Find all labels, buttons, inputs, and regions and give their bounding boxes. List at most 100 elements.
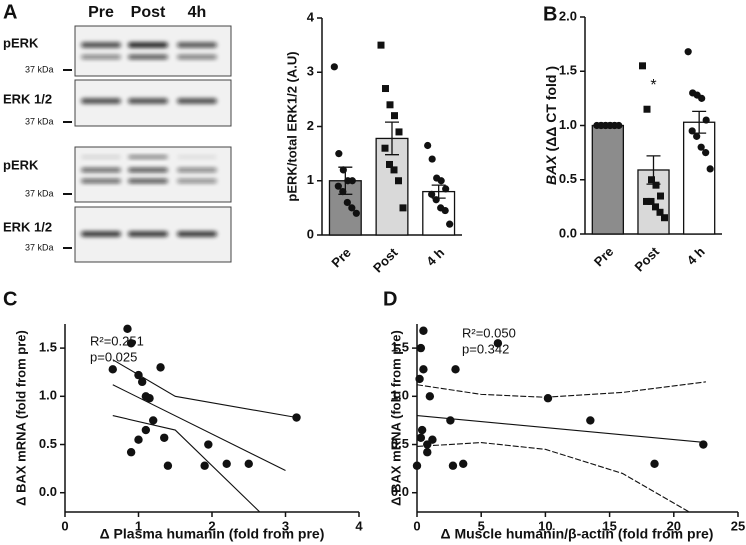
x-axis-label: Δ Plasma humanin (fold from pre): [100, 526, 325, 542]
blot-band: [128, 98, 168, 104]
data-point: [137, 377, 147, 387]
data-point: [204, 440, 213, 449]
data-point: [126, 339, 136, 348]
blot-band: [81, 231, 121, 237]
x-tick-label: Pre: [591, 244, 616, 269]
y-tick-label: 1.5: [39, 340, 57, 355]
y-tick-label: 4: [307, 9, 315, 24]
data-point: [437, 177, 445, 185]
data-point: [123, 324, 132, 334]
data-point: [702, 116, 710, 124]
blot-band: [81, 98, 121, 104]
data-point: [428, 435, 437, 444]
data-point: [339, 166, 347, 174]
blot-band: [177, 179, 217, 183]
y-tick-label: 1.0: [39, 388, 57, 403]
data-point: [343, 198, 351, 207]
data-point: [702, 149, 710, 157]
y-tick-label: 1.5: [391, 340, 409, 355]
data-point: [648, 176, 655, 184]
data-point: [145, 394, 154, 403]
blot-frame: [74, 146, 232, 203]
y-tick-label: 0.0: [559, 225, 577, 240]
blot-band: [177, 168, 217, 172]
data-point: [650, 459, 659, 468]
y-tick-label: 1.0: [559, 117, 577, 132]
data-point: [451, 365, 460, 374]
lane-label: 4h: [188, 4, 207, 21]
marker-label: 37 kDa: [25, 64, 54, 74]
bar: [682, 121, 716, 235]
y-tick-label: 1.5: [559, 63, 577, 78]
y-tick-label: 0: [307, 226, 314, 241]
x-tick-label: 4: [355, 518, 363, 533]
error-bar: [385, 121, 399, 156]
x-tick-label: Post: [632, 243, 663, 274]
data-point: [657, 192, 664, 200]
data-point: [698, 94, 706, 102]
data-point: [699, 440, 708, 449]
x-tick-label: 5: [478, 518, 485, 533]
x-tick-label: 2: [208, 518, 215, 533]
data-point: [390, 166, 398, 174]
x-tick-label: 3: [282, 518, 289, 533]
lane-label: Pre: [88, 4, 114, 21]
y-axis-label: BAX (ΔΔ CT fold ): [543, 66, 559, 185]
y-tick-label: 1: [307, 172, 314, 187]
y-tick-label: 0.0: [39, 484, 57, 499]
data-point: [108, 365, 117, 374]
stat-annotation: R²=0.251: [90, 333, 144, 348]
y-tick-label: 1.0: [391, 388, 409, 403]
x-tick-label: Pre: [328, 245, 353, 270]
data-point: [693, 132, 701, 140]
data-point: [386, 160, 393, 168]
x-tick-label: 1: [135, 518, 142, 533]
data-point: [706, 165, 714, 173]
y-axis-label-gene: BAX: [543, 154, 559, 185]
data-point: [292, 413, 301, 422]
western-blot: A Pre Post 4h pERK 37 kDa ERK 1/2 37 kDa pERK 37…: [3, 1, 232, 263]
data-point: [442, 185, 450, 193]
panel-label: C: [3, 288, 17, 310]
data-point: [586, 416, 595, 425]
data-point: [639, 62, 646, 70]
marker-label: 37 kDa: [25, 188, 54, 198]
data-point: [156, 363, 165, 372]
data-point: [348, 204, 356, 212]
data-point: [399, 204, 407, 212]
data-point: [432, 196, 440, 204]
data-point: [339, 188, 347, 196]
stat-annotation: p=0.025: [90, 349, 137, 364]
data-point: [382, 85, 389, 93]
y-tick-label: 0.5: [39, 436, 57, 451]
data-point: [684, 48, 692, 56]
lane-label: Post: [131, 4, 166, 21]
row-label: ERK 1/2: [3, 91, 52, 106]
x-tick-label: 10: [538, 518, 552, 533]
x-tick-label: 4 h: [423, 245, 447, 269]
blot-band: [81, 155, 121, 159]
data-point: [163, 461, 173, 470]
data-point: [381, 144, 389, 152]
data-point: [428, 155, 436, 163]
data-point: [160, 433, 169, 442]
data-point: [419, 365, 428, 374]
data-point: [334, 182, 342, 190]
data-point: [244, 459, 253, 468]
x-tick-label: Post: [370, 244, 401, 275]
x-tick-label: 15: [602, 518, 616, 533]
blot-band: [81, 168, 121, 172]
data-point: [652, 181, 660, 189]
y-axis-label-unit: (ΔΔ CT fold ): [543, 66, 559, 151]
data-point: [425, 392, 435, 401]
blot-band: [177, 231, 217, 237]
data-point: [335, 150, 343, 158]
data-point: [149, 416, 158, 425]
data-point: [688, 127, 696, 135]
y-tick-label: 2.0: [559, 8, 577, 23]
blot-band: [128, 168, 168, 172]
fit-line: [112, 384, 286, 472]
blot-band: [128, 55, 168, 59]
blot-band: [81, 42, 121, 48]
